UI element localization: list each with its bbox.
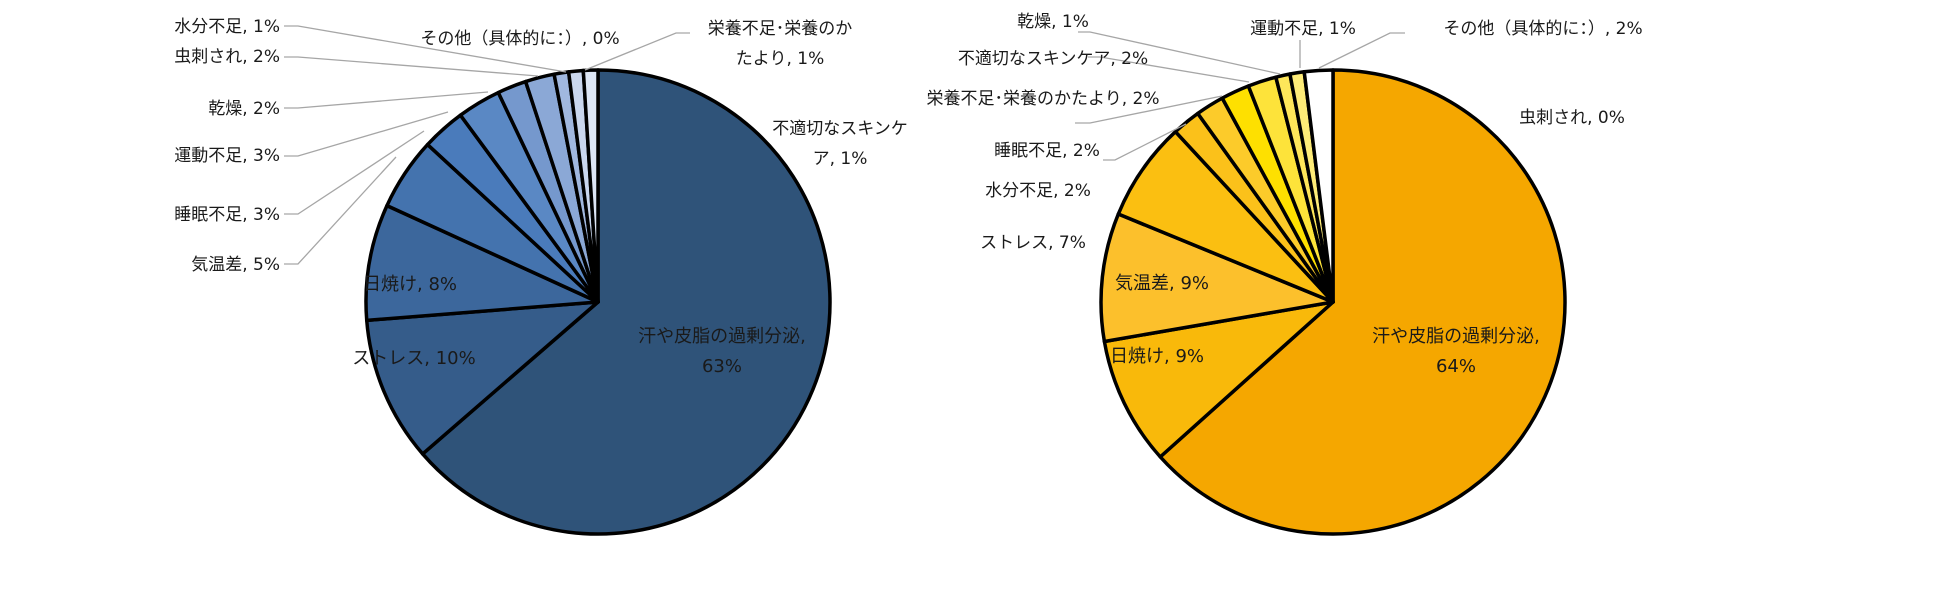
- data-label-slice-6: 運動不足, 3%: [174, 146, 280, 166]
- leader-lines: [1075, 31, 1405, 161]
- leader-line-slice-8: [1088, 56, 1250, 83]
- leader-line-slice-4: [284, 156, 397, 265]
- data-label-slice-1: 汗や皮脂の過剰分泌, 64%: [1372, 326, 1540, 377]
- data-label-slice-1: 汗や皮脂の過剰分泌, 63%: [638, 326, 806, 377]
- pie-slice-slice-2: [364, 300, 600, 456]
- data-label-slice-3: 気温差, 9%: [1115, 273, 1209, 294]
- data-labels: 汗や皮脂の過剰分泌, 63% ストレス, 10% 日焼け, 8% 気温差, 5% 睡眠不足…: [174, 17, 908, 377]
- data-label-slice-5: 水分不足, 2%: [985, 181, 1091, 201]
- data-label-slice-5: 睡眠不足, 3%: [174, 205, 280, 225]
- data-label-slice-8: 虫刺され, 2%: [174, 47, 280, 67]
- data-label-slice-4: 気温差, 5%: [191, 255, 280, 275]
- pie-chart-right: 汗や皮脂の過剰分泌, 64% 日焼け, 9% 気温差, 9% ストレス, 7% 水分不足,…: [927, 12, 1643, 536]
- data-label-slice-9: 水分不足, 1%: [174, 17, 280, 37]
- leader-line-slice-6: [284, 111, 449, 157]
- data-label-slice-12: 不適切なスキンケア, 1%: [772, 119, 908, 169]
- pie-slices: [364, 68, 832, 536]
- data-label-slice-2: ストレス, 10%: [352, 348, 475, 369]
- leader-line-slice-6: [1103, 123, 1187, 161]
- data-label-slice-2: 日焼け, 9%: [1110, 346, 1204, 367]
- data-label-slice-11: 栄養不足･栄養のかたより, 1%: [708, 19, 853, 69]
- pie-slice-slice-2: [1102, 300, 1335, 459]
- data-label-slice-7: 乾燥, 2%: [208, 99, 280, 119]
- leader-line-slice-5: [284, 130, 425, 215]
- data-label-slice-12: 虫刺され, 0%: [1519, 108, 1625, 128]
- pie-slice-slice-11: [1302, 68, 1335, 304]
- data-label-slice-4: ストレス, 7%: [980, 233, 1086, 253]
- data-label-slice-10: その他（具体的に：）, 0%: [420, 29, 619, 49]
- leader-line-slice-11: [584, 32, 690, 71]
- data-label-slice-3: 日焼け, 8%: [363, 274, 457, 295]
- data-label-slice-6: 睡眠不足, 2%: [994, 141, 1100, 161]
- leader-line-slice-7: [1075, 95, 1223, 124]
- data-label-slice-7: 栄養不足･栄養のかたより, 2%: [927, 89, 1160, 109]
- leader-line-slice-9: [284, 25, 567, 73]
- leader-lines: [284, 25, 690, 265]
- data-label-slice-11: その他（具体的に：）, 2%: [1443, 19, 1642, 39]
- pie-slice-slice-3: [1099, 212, 1335, 344]
- data-label-slice-8: 不適切なスキンケア, 2%: [958, 49, 1148, 69]
- pie-slice-slice-3: [364, 203, 600, 323]
- pie-slice-slice-1: [420, 68, 832, 536]
- leader-line-slice-7: [284, 91, 489, 109]
- pie-slice-slice-12: [581, 68, 600, 304]
- pie-slice-slice-1: [1158, 68, 1567, 536]
- leader-line-slice-9: [1078, 31, 1281, 75]
- leader-line-slice-11: [1318, 32, 1405, 69]
- pie-slices: [1099, 68, 1567, 536]
- data-labels: 汗や皮脂の過剰分泌, 64% 日焼け, 9% 気温差, 9% ストレス, 7% 水分不足,…: [927, 12, 1643, 377]
- data-label-slice-10: 運動不足, 1%: [1250, 19, 1356, 39]
- data-label-slice-9: 乾燥, 1%: [1017, 12, 1089, 32]
- pie-chart-left: 汗や皮脂の過剰分泌, 63% ストレス, 10% 日焼け, 8% 気温差, 5% 睡眠不足…: [174, 17, 908, 536]
- leader-line-slice-8: [284, 56, 539, 77]
